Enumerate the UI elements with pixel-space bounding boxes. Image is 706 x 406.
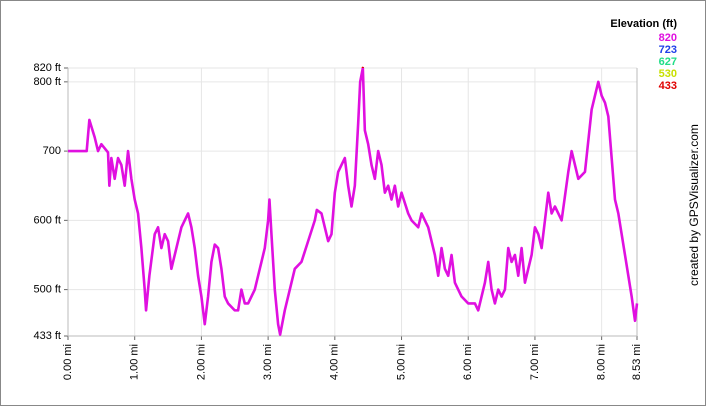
x-tick-label: 8.53 mi	[631, 344, 643, 380]
x-tick-label: 8.00 mi	[596, 344, 608, 380]
x-tick-label: 7.00 mi	[529, 344, 541, 380]
x-tick-label: 4.00 mi	[329, 344, 341, 380]
x-tick-label: 5.00 mi	[395, 344, 407, 380]
legend-value: 820	[659, 32, 677, 44]
x-tick-label: 2.00 mi	[195, 344, 207, 380]
legend-value: 723	[659, 44, 677, 56]
legend-value: 627	[659, 56, 677, 68]
x-tick-label: 0.00 mi	[62, 344, 74, 380]
y-tick-label: 700	[43, 145, 61, 157]
elevation-line	[68, 66, 639, 336]
y-tick-label: 800 ft	[33, 76, 61, 88]
x-tick-label: 3.00 mi	[262, 344, 274, 380]
credit: created by GPSVisualizer.com	[687, 124, 701, 286]
y-tick-label: 500 ft	[33, 284, 61, 296]
x-tick-label: 1.00 mi	[129, 344, 141, 380]
y-tick-label: 433 ft	[33, 330, 61, 342]
x-tick-label: 6.00 mi	[462, 344, 474, 380]
legend-title: Elevation (ft)	[610, 18, 677, 30]
y-tick-label: 820 ft	[33, 62, 61, 74]
y-tick-label: 600 ft	[33, 214, 61, 226]
legend-value: 433	[659, 80, 677, 92]
legend-value: 530	[659, 68, 677, 80]
